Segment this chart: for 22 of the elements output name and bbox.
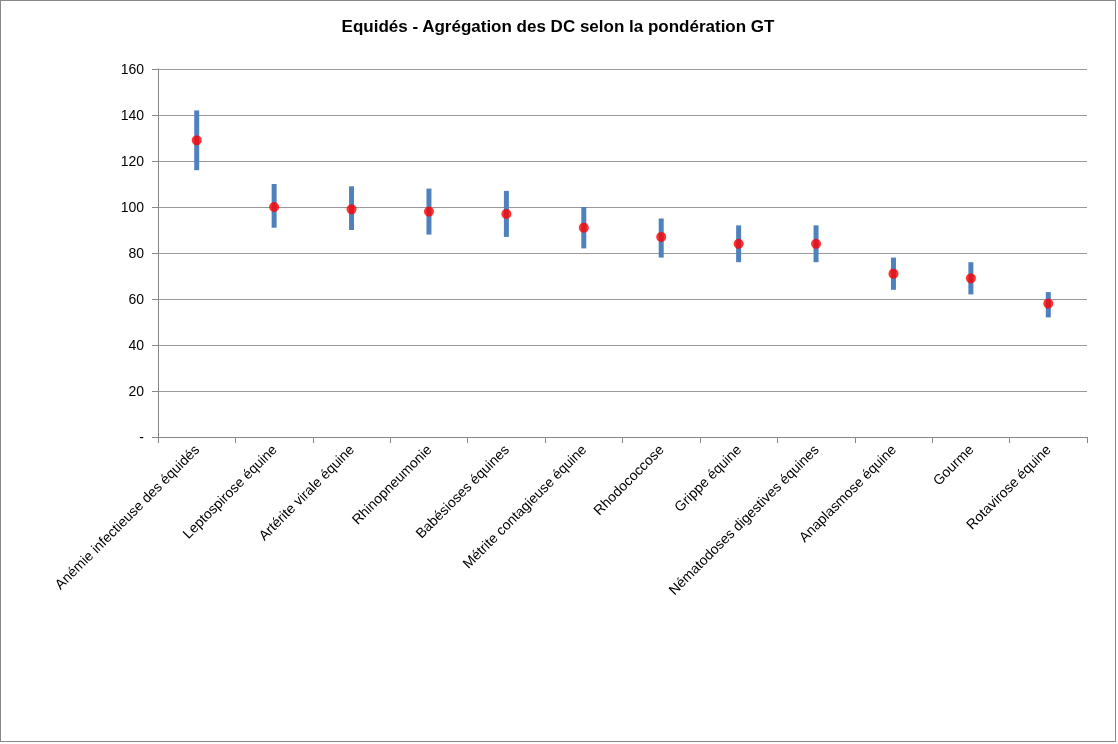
- y-tick-label: 100: [120, 199, 145, 215]
- point: [811, 238, 822, 249]
- y-tick-label: -: [139, 429, 145, 445]
- point: [1043, 298, 1054, 309]
- point: [578, 222, 589, 233]
- y-tick-label: 60: [128, 291, 145, 307]
- point: [423, 206, 434, 217]
- y-tick-label: 160: [120, 61, 145, 77]
- point: [888, 268, 899, 279]
- point: [733, 238, 744, 249]
- point: [346, 204, 357, 215]
- point: [191, 135, 202, 146]
- y-tick-label: 20: [128, 383, 145, 399]
- y-tick-label: 80: [128, 245, 145, 261]
- point: [656, 231, 667, 242]
- y-tick-label: 40: [128, 337, 145, 353]
- point: [501, 208, 512, 219]
- chart-title: Equidés - Agrégation des DC selon la pondération GT: [341, 17, 776, 36]
- point: [269, 202, 280, 212]
- point: [965, 273, 976, 284]
- y-tick-label: 120: [120, 153, 145, 169]
- y-tick-label: 140: [120, 107, 145, 123]
